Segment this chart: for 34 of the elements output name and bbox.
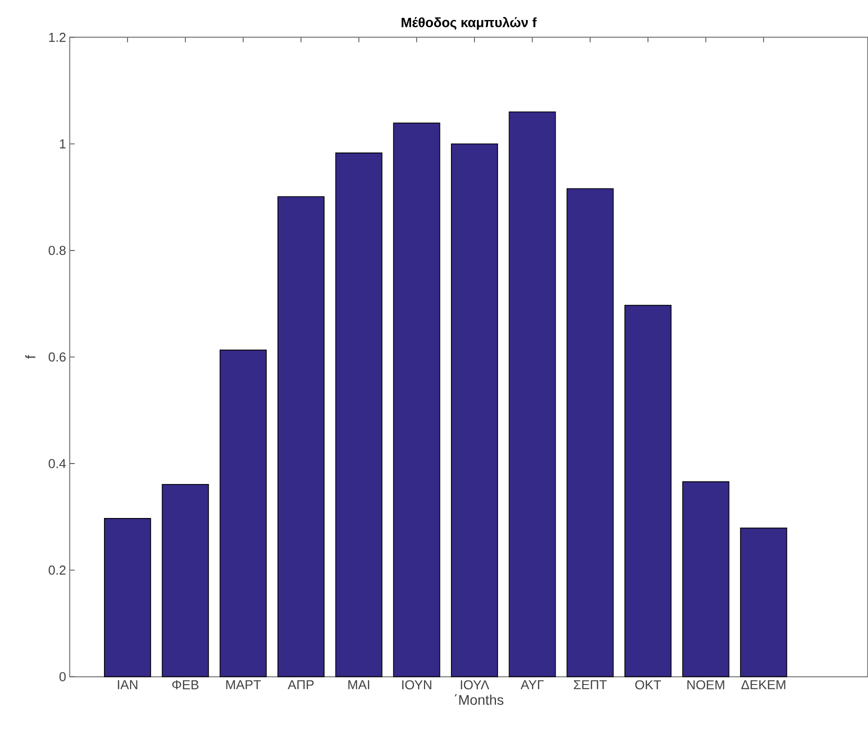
- x-tick-label: ΔΕΚΕΜ: [741, 680, 786, 690]
- x-tick-label: ΑΠΡ: [288, 680, 314, 690]
- bar: [740, 528, 788, 678]
- y-tick-label: 0: [59, 672, 66, 682]
- bar: [104, 518, 152, 678]
- x-tick-label: ΝΟΕΜ: [687, 680, 724, 690]
- y-tick-label: 1.2: [49, 32, 66, 42]
- y-axis-title: f: [25, 355, 36, 359]
- bar: [335, 152, 382, 678]
- x-tick-label: ΜΑΡΤ: [226, 680, 261, 690]
- bar: [450, 143, 498, 678]
- x-tick-label: ΙΑΝ: [118, 680, 138, 690]
- chart-title: Μέθοδος καμπυλών f: [402, 16, 537, 30]
- bar: [220, 350, 267, 678]
- bar: [624, 304, 672, 678]
- y-tick-label: 1: [60, 139, 66, 148]
- x-tick-label: ΑΥΓ: [520, 680, 544, 690]
- x-tick-label: ΜΑΙ: [348, 680, 370, 690]
- x-tick-label: ΟΚΤ: [635, 680, 661, 690]
- y-tick-label: 0.2: [48, 566, 66, 575]
- bar: [162, 484, 209, 678]
- y-tick-label: 0.8: [48, 246, 66, 256]
- x-tick-label: ΙΟΥΛ: [460, 680, 490, 690]
- bar: [682, 481, 730, 678]
- x-tick-label: ΙΟΥΝ: [402, 680, 432, 690]
- x-tick-label: ΣΕΠΤ: [574, 680, 607, 690]
- x-tick-label: ΦΕΒ: [172, 680, 198, 690]
- y-tick-label: 0.4: [48, 458, 66, 468]
- y-tick-label: 0.6: [48, 352, 66, 362]
- bar: [277, 196, 325, 678]
- bar: [393, 122, 440, 678]
- bar: [508, 111, 556, 678]
- x-axis-title: ΄Months: [454, 694, 504, 705]
- bar: [566, 188, 614, 678]
